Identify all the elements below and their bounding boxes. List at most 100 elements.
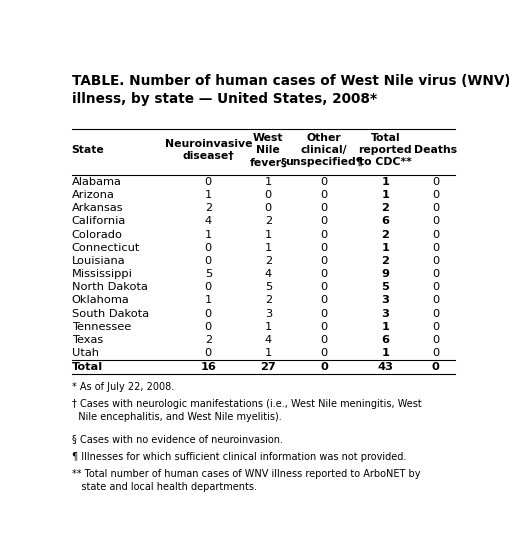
Text: 0: 0 (320, 362, 328, 372)
Text: † Cases with neurologic manifestations (i.e., West Nile meningitis, West
  Nile : † Cases with neurologic manifestations (… (71, 399, 420, 421)
Text: 0: 0 (204, 322, 212, 332)
Text: Connecticut: Connecticut (71, 243, 140, 253)
Text: § Cases with no evidence of neuroinvasion.: § Cases with no evidence of neuroinvasio… (71, 434, 282, 444)
Text: 2: 2 (381, 256, 388, 266)
Text: Arkansas: Arkansas (71, 203, 123, 213)
Text: 2: 2 (381, 229, 388, 240)
Text: 2: 2 (264, 216, 271, 226)
Text: 2: 2 (264, 295, 271, 306)
Text: 0: 0 (431, 282, 438, 292)
Text: 0: 0 (204, 282, 212, 292)
Text: California: California (71, 216, 126, 226)
Text: 0: 0 (204, 348, 212, 358)
Text: 1: 1 (204, 229, 212, 240)
Text: Texas: Texas (71, 335, 103, 345)
Text: 5: 5 (264, 282, 271, 292)
Text: 0: 0 (320, 282, 327, 292)
Text: 3: 3 (381, 308, 388, 319)
Text: 0: 0 (320, 322, 327, 332)
Text: 0: 0 (431, 229, 438, 240)
Text: 0: 0 (431, 348, 438, 358)
Text: Colorado: Colorado (71, 229, 123, 240)
Text: 0: 0 (320, 216, 327, 226)
Text: 1: 1 (381, 177, 388, 187)
Text: 6: 6 (381, 216, 388, 226)
Text: Neuroinvasive
disease†: Neuroinvasive disease† (164, 140, 251, 161)
Text: * As of July 22, 2008.: * As of July 22, 2008. (71, 381, 174, 392)
Text: Alabama: Alabama (71, 177, 121, 187)
Text: 0: 0 (320, 335, 327, 345)
Text: 1: 1 (381, 348, 388, 358)
Text: 2: 2 (204, 203, 211, 213)
Text: 0: 0 (431, 308, 438, 319)
Text: 0: 0 (204, 256, 212, 266)
Text: 0: 0 (431, 243, 438, 253)
Text: 4: 4 (204, 216, 211, 226)
Text: North Dakota: North Dakota (71, 282, 147, 292)
Text: Tennessee: Tennessee (71, 322, 131, 332)
Text: 1: 1 (204, 295, 212, 306)
Text: 4: 4 (264, 269, 271, 279)
Text: 2: 2 (204, 335, 211, 345)
Text: 0: 0 (320, 190, 327, 200)
Text: 1: 1 (264, 177, 271, 187)
Text: ¶ Illnesses for which sufficient clinical information was not provided.: ¶ Illnesses for which sufficient clinica… (71, 452, 405, 461)
Text: 9: 9 (381, 269, 388, 279)
Text: 2: 2 (381, 203, 388, 213)
Text: 4: 4 (264, 335, 271, 345)
Text: 0: 0 (431, 335, 438, 345)
Text: 1: 1 (264, 322, 271, 332)
Text: 2: 2 (264, 256, 271, 266)
Text: 6: 6 (381, 335, 388, 345)
Text: TABLE. Number of human cases of West Nile virus (WNV)
illness, by state — United: TABLE. Number of human cases of West Nil… (71, 74, 509, 106)
Text: South Dakota: South Dakota (71, 308, 149, 319)
Text: West
Nile
fever§: West Nile fever§ (249, 133, 287, 167)
Text: Oklahoma: Oklahoma (71, 295, 129, 306)
Text: 0: 0 (320, 348, 327, 358)
Text: State: State (71, 146, 104, 155)
Text: 1: 1 (381, 190, 388, 200)
Text: 0: 0 (320, 203, 327, 213)
Text: 1: 1 (264, 348, 271, 358)
Text: 0: 0 (431, 295, 438, 306)
Text: 1: 1 (264, 243, 271, 253)
Text: 0: 0 (320, 243, 327, 253)
Text: Utah: Utah (71, 348, 98, 358)
Text: 43: 43 (377, 362, 392, 372)
Text: 0: 0 (431, 362, 438, 372)
Text: Arizona: Arizona (71, 190, 115, 200)
Text: 0: 0 (320, 229, 327, 240)
Text: 1: 1 (381, 322, 388, 332)
Text: 1: 1 (381, 243, 388, 253)
Text: 5: 5 (204, 269, 212, 279)
Text: 0: 0 (431, 190, 438, 200)
Text: 0: 0 (431, 177, 438, 187)
Text: Total: Total (71, 362, 103, 372)
Text: Louisiana: Louisiana (71, 256, 125, 266)
Text: 0: 0 (431, 269, 438, 279)
Text: 0: 0 (204, 308, 212, 319)
Text: 1: 1 (204, 190, 212, 200)
Text: 0: 0 (431, 203, 438, 213)
Text: 0: 0 (204, 177, 212, 187)
Text: Total
reported
to CDC**: Total reported to CDC** (358, 133, 411, 167)
Text: 3: 3 (381, 295, 388, 306)
Text: 16: 16 (200, 362, 216, 372)
Text: ** Total number of human cases of WNV illness reported to ArboNET by
   state an: ** Total number of human cases of WNV il… (71, 469, 419, 492)
Text: 5: 5 (381, 282, 388, 292)
Text: 0: 0 (431, 322, 438, 332)
Text: 0: 0 (320, 256, 327, 266)
Text: 3: 3 (264, 308, 271, 319)
Text: Other
clinical/
unspecified¶: Other clinical/ unspecified¶ (285, 133, 362, 167)
Text: 0: 0 (320, 269, 327, 279)
Text: Deaths: Deaths (413, 146, 456, 155)
Text: 0: 0 (431, 216, 438, 226)
Text: 0: 0 (264, 203, 271, 213)
Text: 0: 0 (431, 256, 438, 266)
Text: Mississippi: Mississippi (71, 269, 132, 279)
Text: 0: 0 (320, 308, 327, 319)
Text: 27: 27 (260, 362, 275, 372)
Text: 0: 0 (320, 295, 327, 306)
Text: 0: 0 (264, 190, 271, 200)
Text: 0: 0 (320, 177, 327, 187)
